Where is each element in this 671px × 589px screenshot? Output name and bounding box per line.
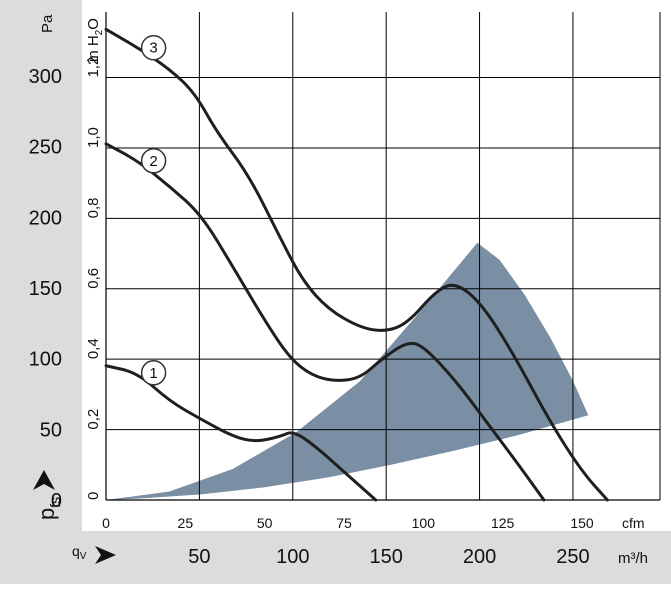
x-tick-cfm-50: 50 xyxy=(257,515,273,531)
y-tick-pa-100: 100 xyxy=(29,349,62,371)
x-tick-m3h-100: 100 xyxy=(276,546,309,568)
curve-2-label: 2 xyxy=(140,148,167,174)
x-tick-m3h-250: 250 xyxy=(556,546,589,568)
x-tick-m3h-50: 50 xyxy=(188,546,210,568)
left-label-band xyxy=(0,0,82,531)
x-tick-cfm-25: 25 xyxy=(178,515,194,531)
curve-1-label: 1 xyxy=(140,360,167,386)
curve-3 xyxy=(104,27,609,502)
svg-text:1: 1 xyxy=(149,365,157,382)
x-tick-cfm-0: 0 xyxy=(102,515,110,531)
operating-range-area xyxy=(106,242,589,501)
x-tick-m3h-200: 200 xyxy=(463,546,496,568)
curve-3-label: 3 xyxy=(140,34,167,61)
y-tick-pa-300: 300 xyxy=(29,66,62,88)
x-arrow-icon xyxy=(95,546,116,564)
y-tick-pa-0: 0 xyxy=(51,490,62,512)
x-tick-m3h-150: 150 xyxy=(369,546,402,568)
bottom-label-band xyxy=(0,531,671,584)
y-tick-pa-150: 150 xyxy=(29,278,62,300)
y-unit-pa: Pa xyxy=(39,14,56,33)
curve-2 xyxy=(104,142,546,502)
y-arrow-icon xyxy=(33,470,55,490)
x-tick-cfm-150: 150 xyxy=(570,515,594,531)
x-unit-cfm: cfm xyxy=(622,515,645,531)
y-tick-pa-50: 50 xyxy=(40,419,62,441)
y-tick-inh2o-1: 0,2 xyxy=(85,409,102,430)
y-tick-pa-200: 200 xyxy=(29,207,62,229)
y-tick-inh2o-0: 0 xyxy=(85,492,102,500)
x-unit-m3h: m³/h xyxy=(618,550,648,567)
svg-text:3: 3 xyxy=(149,40,157,57)
y-tick-inh2o-5: 1,0 xyxy=(85,127,102,148)
y-tick-inh2o-6: 1,2 xyxy=(85,57,102,78)
y-tick-inh2o-2: 0,4 xyxy=(85,338,102,359)
y-tick-inh2o-4: 0,8 xyxy=(85,198,102,219)
y-tick-pa-250: 250 xyxy=(29,137,62,159)
x-tick-cfm-75: 75 xyxy=(336,515,352,531)
x-tick-cfm-100: 100 xyxy=(412,515,436,531)
y-tick-inh2o-3: 0,6 xyxy=(85,268,102,289)
y-unit-inh2o: in H2O xyxy=(85,18,105,62)
svg-text:2: 2 xyxy=(149,153,157,170)
x-tick-cfm-125: 125 xyxy=(491,515,515,531)
